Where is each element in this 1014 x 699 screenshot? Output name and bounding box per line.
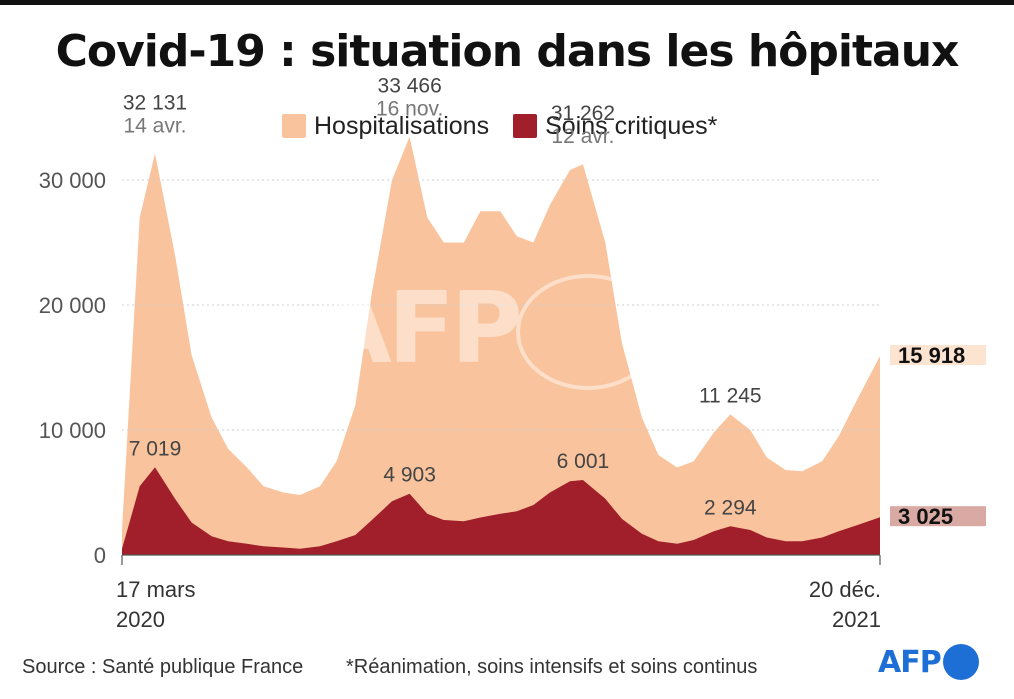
legend-label-hospitalisations: Hospitalisations xyxy=(314,111,490,140)
afp-logo-text: AFP xyxy=(878,644,942,680)
source-note: Source : Santé publique France xyxy=(22,656,304,678)
legend: Hospitalisations Soins critiques* xyxy=(282,108,741,144)
y-tick-label: 0 xyxy=(94,543,106,568)
afp-watermark: AFP xyxy=(316,272,523,386)
end-label-background xyxy=(890,345,986,366)
afp-logo: AFP xyxy=(878,644,979,680)
x-tick-label-end: 20 déc. xyxy=(809,577,881,602)
peak-value-label: 32 131 xyxy=(123,91,187,114)
x-tick-label-end: 2021 xyxy=(832,607,881,632)
peak-date-label: 12 avr. xyxy=(551,125,614,148)
series-area-soins-critiques xyxy=(122,467,880,555)
peak-value-label: 6 001 xyxy=(557,450,610,473)
top-rule xyxy=(0,0,1014,5)
peak-value-label: 11 245 xyxy=(699,384,762,407)
legend-item-hospitalisations: Hospitalisations xyxy=(282,112,489,141)
series-area-hospitalisations xyxy=(122,136,880,555)
footnote: *Réanimation, soins intensifs et soins c… xyxy=(346,656,758,678)
x-tick-label-start: 17 mars xyxy=(116,577,195,602)
peak-value-label: 31 262 xyxy=(551,102,615,125)
peak-value-label: 2 294 xyxy=(704,496,757,519)
chart-title: Covid-19 : situation dans les hôpitaux xyxy=(55,26,960,77)
peak-value-label: 7 019 xyxy=(129,437,182,460)
legend-item-soins-critiques: Soins critiques* xyxy=(513,112,717,141)
y-tick-label: 30 000 xyxy=(39,168,106,193)
afp-logo-dot xyxy=(942,644,979,680)
peak-date-label: 14 avr. xyxy=(123,114,186,137)
afp-watermark-ring xyxy=(516,274,660,390)
end-label-background xyxy=(890,506,986,527)
peak-date-label: 16 nov. xyxy=(376,98,443,121)
end-value-soins-critiques: 3 025 xyxy=(898,504,953,529)
legend-label-soins-critiques: Soins critiques* xyxy=(545,111,718,140)
end-value-hospitalisations: 15 918 xyxy=(898,343,965,368)
legend-swatch-soins-critiques xyxy=(513,114,538,138)
legend-swatch-hospitalisations xyxy=(282,114,306,138)
y-tick-label: 20 000 xyxy=(39,293,106,318)
y-tick-label: 10 000 xyxy=(39,418,106,443)
x-tick-label-start: 2020 xyxy=(116,607,165,632)
peak-value-label: 33 466 xyxy=(378,75,442,98)
peak-value-label: 4 903 xyxy=(383,464,436,487)
